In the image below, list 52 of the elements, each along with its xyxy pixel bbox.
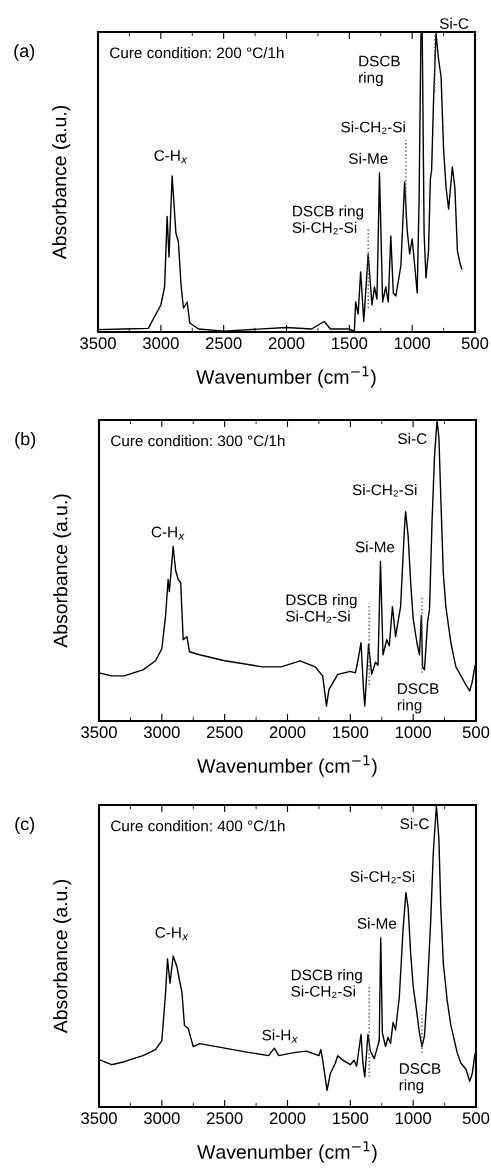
- x-tick-label: 500: [462, 726, 490, 739]
- annotation: Si-Me: [357, 917, 397, 929]
- text: (c): [15, 817, 35, 834]
- text: (a): [14, 44, 35, 61]
- x-tick-label: 2000: [269, 1112, 306, 1125]
- text: Si-C: [439, 17, 469, 29]
- y-axis-title: Absorbance (a.u.): [53, 879, 72, 1034]
- annotation: Si-C: [398, 432, 427, 445]
- annotation: Si-H$_{x}$: [262, 1029, 298, 1043]
- annotation: Si-CH₂-Si: [352, 484, 417, 497]
- x-tick-label: 3500: [81, 1112, 117, 1125]
- annotation: C-H$_{x}$: [154, 150, 188, 164]
- x-tick-label: 3000: [143, 1112, 180, 1125]
- x-tick-label: 3000: [143, 726, 180, 739]
- x-tick-label: 1000: [394, 337, 431, 350]
- x-tick-label: 3000: [142, 337, 179, 350]
- annotation: DSCB ring: [359, 55, 400, 86]
- x-tick-label: 1500: [333, 726, 369, 739]
- y-axis-title: Absorbance (a.u.): [53, 494, 72, 648]
- annotation: Si-Me: [349, 152, 388, 164]
- x-tick-label: 2500: [206, 1112, 243, 1125]
- annotation: DSCB ring Si-CH₂-Si: [291, 969, 362, 998]
- x-tick-label: 2000: [269, 726, 306, 739]
- annotation: Cure condition: 200 °C/1h: [110, 47, 284, 59]
- annotation: DSCB ring: [397, 683, 439, 714]
- x-tick-label: 2000: [268, 337, 305, 350]
- x-tick-label: 2500: [205, 337, 242, 350]
- annotation: DSCB ring Si-CH₂-Si: [292, 205, 364, 235]
- y-axis-title: Absorbance (a.u.): [52, 105, 71, 260]
- x-axis-title: Wavenumber (cm$^{−1}$): [196, 366, 376, 388]
- annotation: Si-CH₂-Si: [350, 870, 415, 884]
- annotation: Cure condition: 300 °C/1h: [111, 435, 285, 447]
- annotation: Si-Me: [355, 541, 395, 553]
- annotation: C-H$_{x}$: [151, 526, 185, 540]
- x-tick-label: 3500: [80, 337, 116, 350]
- x-axis-title: Wavenumber (cm$^{−1}$): [197, 755, 377, 777]
- x-axis-title: Wavenumber (cm$^{−1}$): [197, 1141, 377, 1163]
- text: (b): [15, 432, 36, 449]
- annotation: DSCB ring: [399, 1063, 441, 1094]
- x-tick-label: 500: [461, 337, 489, 350]
- x-tick-label: 500: [462, 1112, 490, 1125]
- annotation: C-H$_{x}$: [155, 927, 189, 941]
- x-tick-label: 2500: [206, 726, 243, 739]
- annotation: DSCB ring Si-CH₂-Si: [286, 593, 357, 623]
- x-tick-label: 1000: [395, 1112, 432, 1125]
- x-tick-label: 3500: [81, 726, 117, 739]
- annotation: Si-C: [400, 817, 429, 830]
- annotation: Si-CH₂-Si: [341, 121, 405, 134]
- annotation: Cure condition: 400 °C/1h: [111, 820, 285, 832]
- x-tick-label: 1000: [395, 726, 432, 739]
- x-tick-label: 1500: [332, 337, 368, 350]
- x-tick-label: 1500: [333, 1112, 369, 1125]
